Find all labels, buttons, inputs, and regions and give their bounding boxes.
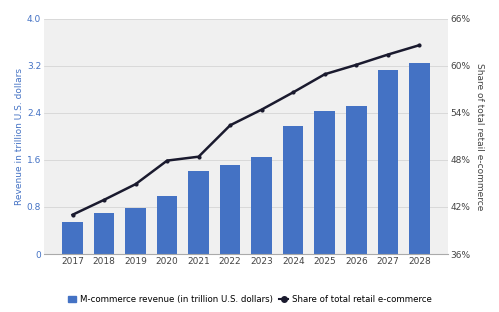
Y-axis label: Revenue in trillion U.S. dollars: Revenue in trillion U.S. dollars xyxy=(15,68,24,205)
Bar xyxy=(283,126,303,254)
Bar xyxy=(62,222,83,254)
Bar xyxy=(94,213,114,254)
Y-axis label: Share of total retail e-commerce: Share of total retail e-commerce xyxy=(475,63,484,210)
Bar xyxy=(157,196,177,254)
Bar xyxy=(409,63,430,254)
Bar xyxy=(220,164,241,254)
Bar xyxy=(125,207,146,254)
Bar xyxy=(378,70,398,254)
Bar xyxy=(314,111,335,254)
Bar xyxy=(251,157,272,254)
Bar xyxy=(346,106,367,254)
Legend: M-commerce revenue (in trillion U.S. dollars), Share of total retail e-commerce: M-commerce revenue (in trillion U.S. dol… xyxy=(64,292,435,308)
Bar xyxy=(189,171,209,254)
